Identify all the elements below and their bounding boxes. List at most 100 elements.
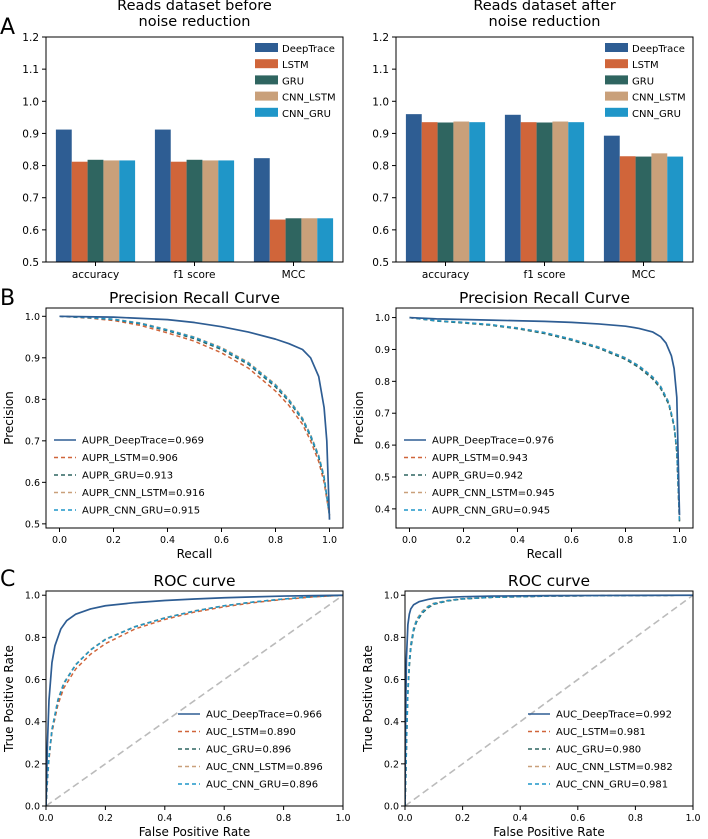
y-tick-label: 0.7 xyxy=(25,436,40,447)
legend-label-DeepTrace: DeepTrace xyxy=(632,44,685,55)
x-tick-label: 1.0 xyxy=(322,535,337,546)
bar-LSTM-2 xyxy=(619,156,636,262)
y-tick-label: 0.6 xyxy=(22,225,39,237)
bar-GRU-2 xyxy=(635,156,652,262)
bar-DeepTrace-0 xyxy=(55,129,72,262)
legend-label-GRU: AUPR_GRU=0.942 xyxy=(432,471,523,482)
roc-chart-roc_before: ROC curve 0.0 0.2 0.4 0.6 0.8 1.0 0.0 0.2 0.4 0.6 0… xyxy=(2,572,351,839)
legend-label-CNN_GRU: AUPR_CNN_GRU=0.915 xyxy=(82,506,200,517)
x-tick-label: MCC xyxy=(282,269,306,281)
panel-label-b: B xyxy=(0,286,15,311)
x-tick-label: 1.0 xyxy=(335,813,350,824)
bar-CNN_LSTM-1 xyxy=(552,121,569,263)
legend-label-CNN_LSTM: CNN_LSTM xyxy=(632,93,686,104)
legend-label-DeepTrace: AUPR_DeepTrace=0.976 xyxy=(432,436,554,447)
panel-label-c: C xyxy=(0,567,15,592)
y-tick-label: 1.0 xyxy=(25,312,40,323)
y-tick-label: 1.0 xyxy=(384,591,399,602)
series-line-LSTM xyxy=(59,315,331,516)
series-line-CNN_GRU xyxy=(405,594,693,806)
x-tick-label: 0.6 xyxy=(214,535,229,546)
bar-LSTM-1 xyxy=(170,161,187,262)
x-tick-label: accuracy xyxy=(72,269,119,281)
y-tick-label: 0.9 xyxy=(22,128,39,140)
roc-chart-roc_after: ROC curve 0.0 0.2 0.4 0.6 0.8 1.0 0.0 0.2 0.4 0.6 0… xyxy=(361,572,701,839)
series-line-DeepTrace xyxy=(409,316,681,516)
bar-CNN_GRU-1 xyxy=(218,160,235,262)
plot-area xyxy=(46,594,343,806)
legend-label-CNN_GRU: AUC_CNN_GRU=0.981 xyxy=(556,780,668,791)
legend-label-CNN_GRU: CNN_GRU xyxy=(282,109,331,120)
bar-DeepTrace-2 xyxy=(253,158,270,262)
plot-area xyxy=(409,316,681,522)
chance-diagonal xyxy=(405,594,693,806)
y-tick-label: 0.0 xyxy=(384,802,399,813)
bar-LSTM-0 xyxy=(421,122,438,262)
legend-label-LSTM: LSTM xyxy=(282,60,309,71)
series-line-DeepTrace xyxy=(405,594,693,806)
y-tick-label: 0.5 xyxy=(372,257,389,269)
x-tick-label: 0.0 xyxy=(52,535,67,546)
y-tick-label: 1.0 xyxy=(25,591,40,602)
series-line-CNN_GRU xyxy=(409,316,681,522)
legend-label-DeepTrace: DeepTrace xyxy=(282,44,335,55)
y-tick-label: 0.8 xyxy=(25,633,40,644)
series-line-CNN_GRU xyxy=(46,594,343,806)
y-tick-label: 0.6 xyxy=(25,478,40,489)
pr-chart-pr_before: Precision Recall Curve 0.0 0.2 0.4 0.6 0.8 1.0… xyxy=(2,289,344,561)
legend-label-GRU: GRU xyxy=(632,76,654,87)
x-tick-label: 0.0 xyxy=(38,813,53,824)
legend-label-CNN_LSTM: AUPR_CNN_LSTM=0.916 xyxy=(82,488,205,499)
bar-DeepTrace-2 xyxy=(603,135,620,262)
y-tick-label: 0.8 xyxy=(22,161,39,173)
x-tick-label: 0.2 xyxy=(455,813,470,824)
bar-CNN_LSTM-0 xyxy=(453,121,470,263)
legend-label-GRU: AUC_GRU=0.896 xyxy=(206,745,291,756)
bar-CNN_LSTM-2 xyxy=(301,218,318,262)
legend-label-CNN_GRU: AUPR_CNN_GRU=0.945 xyxy=(432,506,550,517)
legend-swatch-DeepTrace xyxy=(605,43,628,52)
y-tick-label: 0.4 xyxy=(384,717,399,728)
x-tick-label: 0.0 xyxy=(402,535,417,546)
x-tick-label: MCC xyxy=(632,269,656,281)
pr-chart-pr_after: Precision Recall Curve 0.0 0.2 0.4 0.6 0.8 1.0… xyxy=(352,289,694,561)
x-tick-label: f1 score xyxy=(174,269,216,281)
bar-LSTM-2 xyxy=(269,219,286,262)
legend-label-LSTM: AUC_LSTM=0.981 xyxy=(556,727,646,738)
bar-LSTM-1 xyxy=(520,122,537,262)
series-line-DeepTrace xyxy=(59,315,331,520)
legend-swatch-DeepTrace xyxy=(255,43,278,52)
legend-label-GRU: AUC_GRU=0.980 xyxy=(556,745,641,756)
x-tick-label: 1.0 xyxy=(672,535,687,546)
bar-CNN_GRU-0 xyxy=(469,122,486,262)
bar-CNN_GRU-2 xyxy=(317,218,334,262)
series-line-DeepTrace xyxy=(46,594,343,806)
legend-label-GRU: AUPR_GRU=0.913 xyxy=(82,471,173,482)
series-line-CNN_GRU xyxy=(59,315,331,516)
y-tick-label: 0.4 xyxy=(375,504,390,515)
panel-label-a: A xyxy=(0,15,15,40)
legend-label-CNN_GRU: AUC_CNN_GRU=0.896 xyxy=(206,780,318,791)
y-tick-label: 1.0 xyxy=(375,313,390,324)
x-axis-label: Recall xyxy=(527,547,563,561)
x-axis-label: False Positive Rate xyxy=(493,825,605,839)
plot-area xyxy=(59,315,331,520)
y-tick-label: 0.5 xyxy=(25,519,40,530)
x-tick-label: 0.2 xyxy=(106,535,121,546)
bar-DeepTrace-0 xyxy=(405,114,422,263)
chart-title: ROC curve xyxy=(508,572,590,590)
legend-swatch-GRU xyxy=(605,75,628,85)
y-tick-label: 0.8 xyxy=(25,395,40,406)
bar-GRU-0 xyxy=(437,122,454,262)
legend-label-LSTM: LSTM xyxy=(632,60,659,71)
plot-frame xyxy=(45,36,344,263)
x-tick-label: 0.6 xyxy=(217,813,232,824)
x-axis-label: Recall xyxy=(177,547,213,561)
x-tick-label: 0.0 xyxy=(397,813,412,824)
y-tick-label: 0.5 xyxy=(375,472,390,483)
y-tick-label: 0.7 xyxy=(22,193,39,205)
chart-title-line: Reads dataset after xyxy=(473,0,615,14)
